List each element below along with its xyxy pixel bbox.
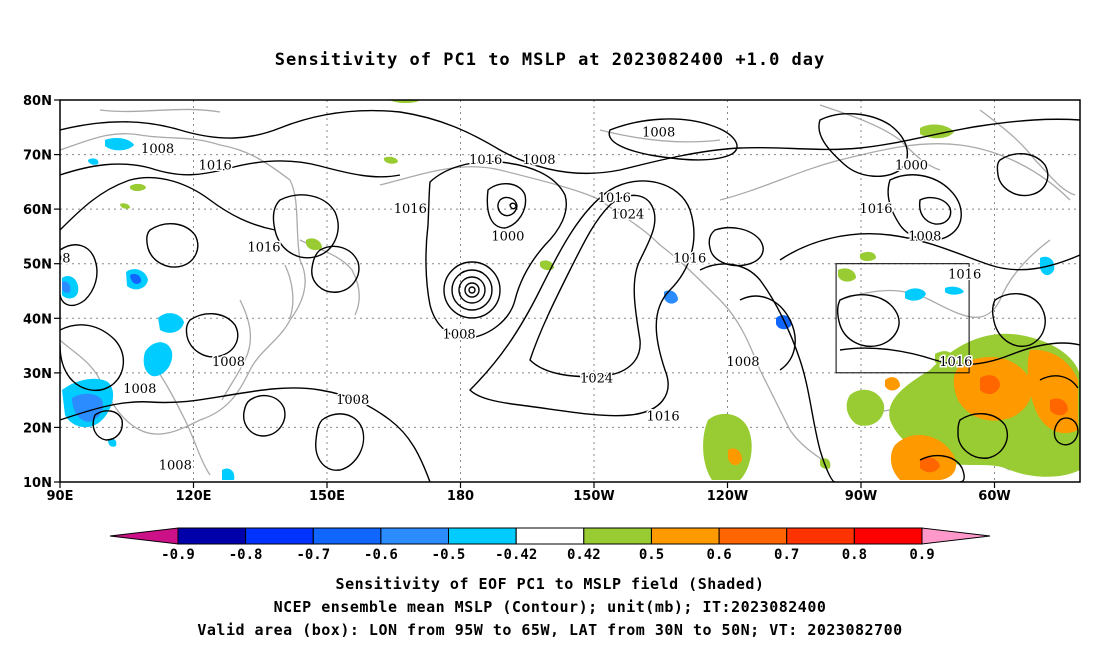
lon-tick-label: 120W <box>707 489 748 504</box>
lon-tick-label: 60W <box>978 489 1010 504</box>
lat-tick-label: 80N <box>23 94 52 109</box>
contour-label: 1016 <box>469 153 502 168</box>
lon-tick-label: 150E <box>309 489 345 504</box>
colorbar-label: -0.9 <box>161 547 195 563</box>
page-title: Sensitivity of PC1 to MSLP at 2023082400… <box>274 50 826 70</box>
contour-label: 1016 <box>647 410 680 425</box>
footer-line-2: NCEP ensemble mean MSLP (Contour); unit(… <box>273 598 827 616</box>
isobar-contours <box>60 109 1080 482</box>
colorbar-label: 0.9 <box>909 547 934 563</box>
contour-label: 08 <box>54 251 71 266</box>
colorbar-low-extension <box>109 527 179 545</box>
colorbar-swatch <box>583 527 652 545</box>
colorbar-label: -0.42 <box>495 547 537 563</box>
colorbar-swatch <box>380 527 449 545</box>
lon-tick-label: 180 <box>447 489 474 504</box>
contour-label: 1008 <box>141 142 174 157</box>
lat-tick-label: 60N <box>23 203 52 218</box>
contour-labels: 1008 1016 1016 1016 1016 1008 1000 1016 1024 1008… <box>54 124 983 475</box>
colorbar-swatch <box>651 527 720 545</box>
valid-area-box <box>835 263 970 374</box>
positive-sensitivity-shading <box>120 100 1080 480</box>
contour-label: 1008 <box>212 355 245 370</box>
lat-tick-label: 50N <box>23 258 52 273</box>
map-frame <box>59 99 1081 483</box>
colorbar-label: 0.8 <box>842 547 867 563</box>
lon-tick-label: 150W <box>573 489 614 504</box>
contour-label: 1008 <box>908 229 941 244</box>
contour-label: 1008 <box>123 382 156 397</box>
colorbar-swatch <box>312 527 382 545</box>
colorbar-high-extension <box>921 527 991 545</box>
colorbar-label: 0.6 <box>706 547 731 563</box>
contour-label: 1024 <box>580 371 613 386</box>
contour-label: 1000 <box>491 229 524 244</box>
contour-label: 1016 <box>673 251 706 266</box>
lat-tick-label: 30N <box>23 367 52 382</box>
colorbar-label: 0.5 <box>639 547 664 563</box>
lat-tick-label: 40N <box>23 312 52 327</box>
footer-line-3: Valid area (box): LON from 95W to 65W, L… <box>197 621 903 639</box>
contour-label: 1016 <box>859 202 892 217</box>
contour-label: 1008 <box>336 393 369 408</box>
colorbar-swatch <box>448 527 517 545</box>
lat-axis-labels: 80N 70N 60N 50N 40N 30N 20N 10N <box>23 94 52 491</box>
lon-tick-label: 120E <box>175 489 211 504</box>
colorbar-label: 0.42 <box>567 547 601 563</box>
colorbar-swatch <box>786 527 855 545</box>
lat-tick-label: 70N <box>23 149 52 164</box>
contour-label: 1016 <box>939 355 972 370</box>
contour-label: 1008 <box>522 153 555 168</box>
contour-label: 1016 <box>199 159 232 174</box>
contour-label: 1008 <box>159 459 192 474</box>
lon-tick-label: 90E <box>47 489 74 504</box>
lon-tick-label: 90W <box>845 489 877 504</box>
contour-label: 1016 <box>598 191 631 206</box>
contour-label: 1000 <box>895 159 928 174</box>
colorbar: -0.9 -0.8 -0.7 -0.6 -0.5 -0.42 0.42 0.5 0.6 0.7 0.… <box>109 527 991 563</box>
map-plot-area: 1008 1016 1016 1016 1016 1008 1000 1016 1024 1008… <box>54 100 1080 482</box>
colorbar-label: -0.5 <box>432 547 466 563</box>
lon-axis-labels: 90E 120E 150E 180 150W 120W 90W 60W <box>47 489 1011 504</box>
lat-tick-label: 20N <box>23 421 52 436</box>
contour-label: 1016 <box>394 202 427 217</box>
colorbar-label: -0.8 <box>229 547 263 563</box>
colorbar-swatch <box>515 527 585 545</box>
colorbar-swatch <box>853 527 923 545</box>
contour-label: 1008 <box>443 328 476 343</box>
footer-line-1: Sensitivity of EOF PC1 to MSLP field (Sh… <box>335 575 765 593</box>
axis-ticks <box>54 99 996 488</box>
contour-label: 1024 <box>611 208 644 223</box>
contour-label: 1008 <box>726 355 759 370</box>
colorbar-label: 0.7 <box>774 547 799 563</box>
contour-label: 1016 <box>948 268 981 283</box>
colorbar-label: -0.7 <box>296 547 330 563</box>
colorbar-swatch <box>245 527 314 545</box>
contour-label: 1016 <box>247 240 280 255</box>
lat-tick-label: 10N <box>23 476 52 491</box>
colorbar-label: -0.6 <box>364 547 398 563</box>
colorbar-swatch <box>177 527 247 545</box>
colorbar-swatch <box>718 527 788 545</box>
contour-label: 1008 <box>642 126 675 141</box>
